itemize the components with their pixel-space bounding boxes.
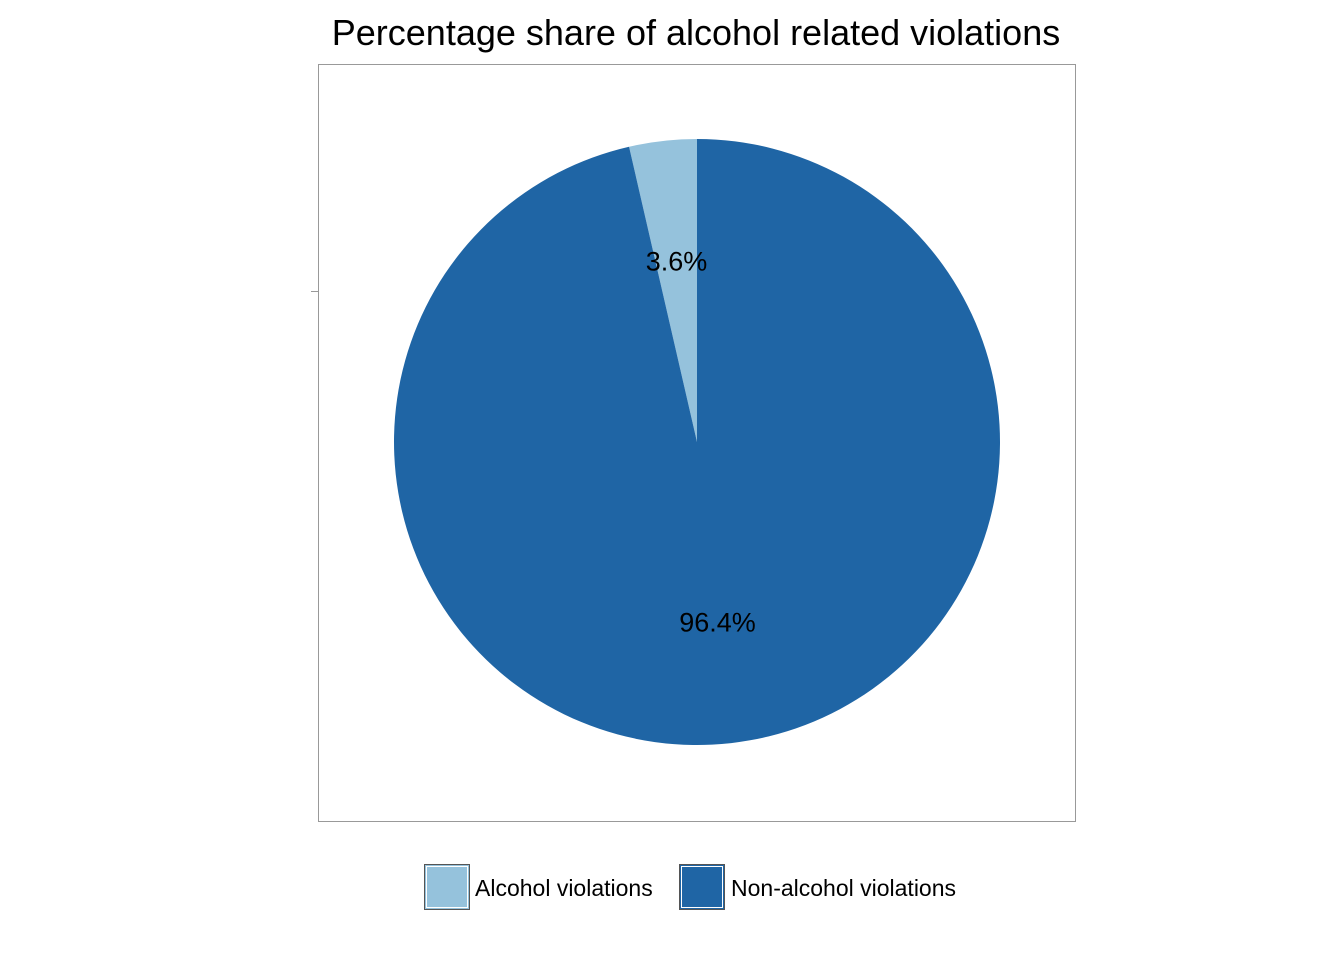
plot-frame (318, 64, 1076, 822)
slice-labels: 3.6% 96.4% (646, 246, 756, 637)
slice-label-0: 3.6% (646, 246, 708, 276)
legend-swatch-non-alcohol (679, 864, 725, 910)
legend-swatch-alcohol (424, 864, 470, 910)
slice-label-1: 96.4% (679, 608, 756, 638)
pie-slice-0 (629, 139, 697, 442)
legend-label-non-alcohol: Non-alcohol violations (731, 875, 956, 901)
legend-swatch-non-alcohol-inner (681, 866, 723, 908)
legend-swatch-alcohol-inner (426, 866, 468, 908)
legend: Alcohol violations Non-alcohol violation… (424, 864, 956, 910)
pie (394, 139, 1001, 745)
chart-title: Percentage share of alcohol related viol… (332, 12, 1060, 53)
pie-slice-1 (394, 139, 1001, 745)
legend-label-alcohol: Alcohol violations (475, 875, 653, 901)
